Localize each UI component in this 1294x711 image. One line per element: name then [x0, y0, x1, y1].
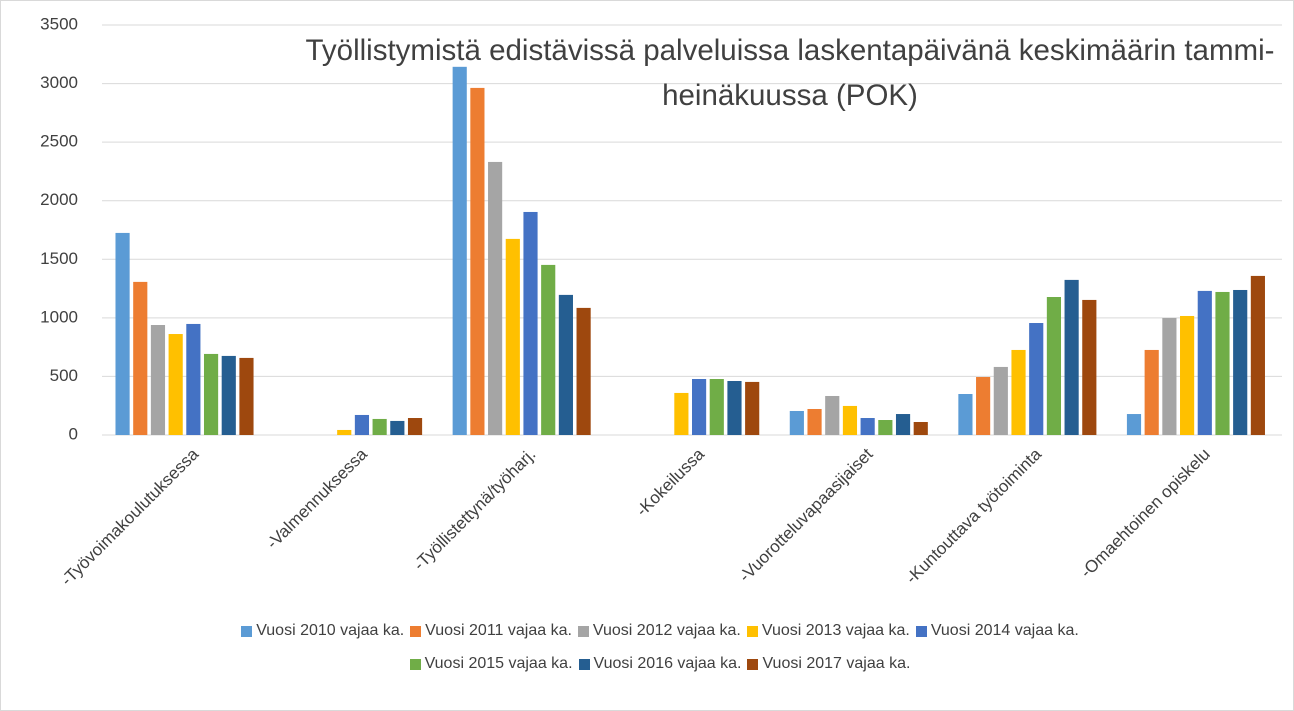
bar [115, 232, 130, 435]
bar [745, 381, 760, 435]
bar [186, 323, 201, 435]
legend-swatch [241, 625, 253, 637]
legend-label: Vuosi 2017 vajaa ka. [762, 655, 911, 672]
bar [825, 395, 840, 435]
legend-item: Vuosi 2013 vajaa ka. [746, 622, 910, 640]
legend-label: Vuosi 2015 vajaa ka. [424, 655, 573, 672]
y-tick-label: 0 [69, 424, 78, 443]
bar [976, 377, 991, 435]
bar [452, 66, 467, 435]
legend-swatch [915, 625, 927, 637]
legend-label: Vuosi 2012 vajaa ka. [592, 622, 741, 639]
legend-label: Vuosi 2013 vajaa ka. [761, 622, 910, 639]
bar [1233, 289, 1248, 435]
bar [541, 264, 556, 435]
bar [390, 420, 405, 435]
legend-swatch [747, 658, 759, 670]
y-tick-label: 500 [50, 366, 78, 385]
bar [168, 334, 183, 435]
bar [1046, 297, 1062, 435]
bar [895, 414, 911, 435]
bar [558, 294, 573, 435]
bar [993, 366, 1008, 435]
legend-swatch [577, 625, 589, 637]
legend-item: Vuosi 2011 vajaa ka. [410, 622, 572, 640]
y-tick-label: 3000 [40, 73, 78, 92]
x-tick-label: -Työllistettynä/työharj. [410, 445, 540, 575]
bar [878, 420, 893, 435]
bar [674, 392, 689, 435]
legend-item: Vuosi 2010 vajaa ka. [241, 622, 404, 640]
legend-swatch [410, 625, 422, 637]
bar [692, 379, 707, 435]
y-tick-label: 3500 [40, 14, 78, 33]
bar [354, 414, 370, 435]
legend-item: Vuosi 2017 vajaa ka. [747, 655, 910, 673]
bar [958, 394, 973, 435]
legend-label: Vuosi 2010 vajaa ka. [256, 622, 405, 639]
bar [1250, 275, 1265, 435]
bar [913, 421, 928, 435]
bar [150, 325, 166, 435]
bar [337, 429, 352, 435]
bar [523, 211, 538, 435]
bar [1215, 291, 1230, 435]
bar [470, 87, 485, 436]
y-tick-label: 2500 [40, 132, 78, 151]
bar [1082, 299, 1097, 435]
chart-title: Työllistymistä edistävissä palveluissa l… [305, 34, 1275, 112]
legend-swatch [409, 658, 421, 670]
bar [1029, 323, 1044, 435]
bar [1011, 349, 1026, 435]
y-tick-label: 1000 [40, 307, 78, 326]
legend-item: Vuosi 2012 vajaa ka. [577, 622, 741, 640]
bar [1180, 315, 1195, 435]
x-tick-label: -Omaehtoinen opiskelu [1077, 445, 1214, 582]
x-tick-label: -Vuorotteluvapaasijaiset [735, 444, 876, 585]
y-tick-label: 2000 [40, 190, 78, 209]
bar [576, 307, 591, 435]
legend-swatch [578, 658, 590, 670]
legend-label: Vuosi 2011 vajaa ka. [425, 622, 572, 639]
bar [709, 379, 724, 435]
legend-label: Vuosi 2014 vajaa ka. [930, 622, 1079, 639]
y-tick-label: 1500 [40, 249, 78, 268]
bar [860, 418, 875, 435]
bar [1126, 414, 1142, 435]
legend: Vuosi 2010 vajaa ka. Vuosi 2011 vajaa ka.… [195, 622, 1125, 673]
legend-swatch [746, 625, 758, 637]
bar [1197, 290, 1212, 435]
x-tick-label: -Kuntouttava työtoiminta [902, 444, 1045, 587]
bar [789, 410, 804, 435]
bar [133, 281, 148, 435]
bar [842, 405, 858, 435]
bar [488, 161, 503, 435]
bar [203, 353, 219, 435]
bar [1162, 317, 1177, 435]
bar [221, 355, 236, 435]
legend-item: Vuosi 2016 vajaa ka. [578, 655, 742, 673]
x-tick-label: -Kokeilussa [632, 444, 708, 520]
x-tick-label: -Työvoimakoulutuksessa [57, 444, 202, 589]
legend-label: Vuosi 2016 vajaa ka. [593, 655, 742, 672]
bar [372, 418, 387, 435]
bar [505, 238, 520, 435]
x-tick-label: -Valmennuksessa [263, 444, 371, 552]
bar [807, 408, 822, 435]
legend-item: Vuosi 2015 vajaa ka. [409, 655, 573, 673]
bar [1144, 349, 1159, 435]
bar [1064, 279, 1079, 435]
bar [407, 418, 423, 435]
legend-item: Vuosi 2014 vajaa ka. [915, 622, 1079, 640]
bar [239, 357, 254, 435]
bar [727, 380, 742, 435]
